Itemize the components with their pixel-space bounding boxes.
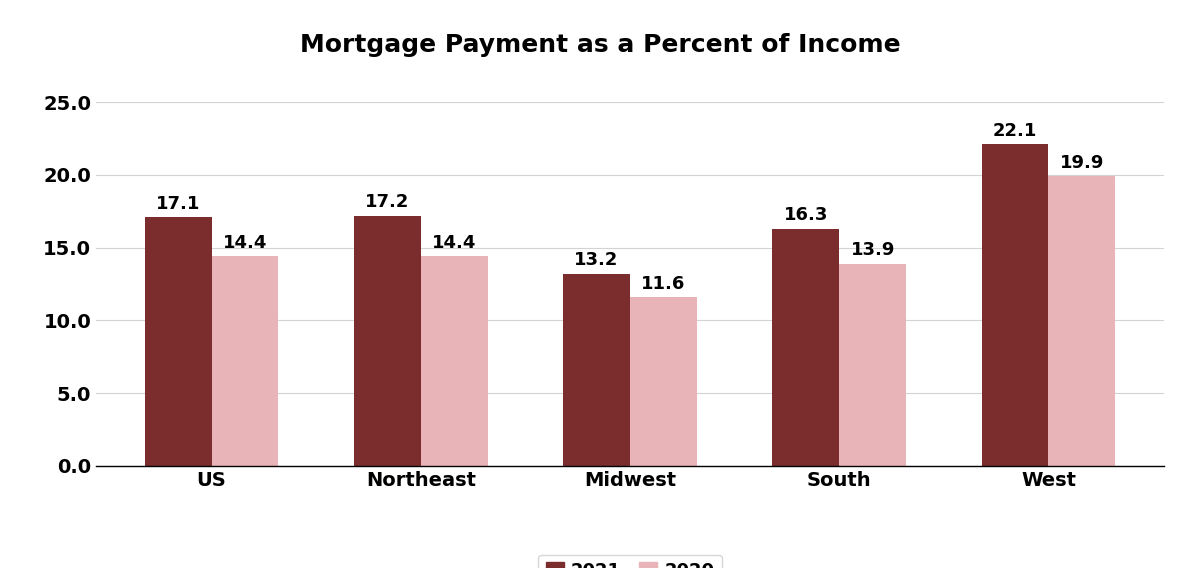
Bar: [1049, 177, 1116, 466]
Bar: [144, 217, 211, 466]
Text: Mortgage Payment as a Percent of Income: Mortgage Payment as a Percent of Income: [300, 34, 900, 57]
Text: 19.9: 19.9: [1060, 154, 1104, 172]
Bar: [839, 264, 906, 466]
Bar: [630, 297, 697, 466]
Text: 11.6: 11.6: [641, 275, 685, 293]
Text: 14.4: 14.4: [432, 234, 476, 252]
Text: 17.2: 17.2: [365, 193, 409, 211]
Text: 13.9: 13.9: [851, 241, 895, 259]
Bar: [563, 274, 630, 466]
Text: 22.1: 22.1: [992, 122, 1037, 140]
Bar: [421, 256, 487, 466]
Text: 14.4: 14.4: [223, 234, 268, 252]
Bar: [773, 229, 839, 466]
Text: 13.2: 13.2: [575, 252, 619, 269]
Text: 16.3: 16.3: [784, 206, 828, 224]
Bar: [354, 216, 421, 466]
Bar: [211, 256, 278, 466]
Text: 17.1: 17.1: [156, 195, 200, 213]
Bar: [982, 144, 1049, 466]
Legend: 2021, 2020: 2021, 2020: [539, 555, 721, 568]
